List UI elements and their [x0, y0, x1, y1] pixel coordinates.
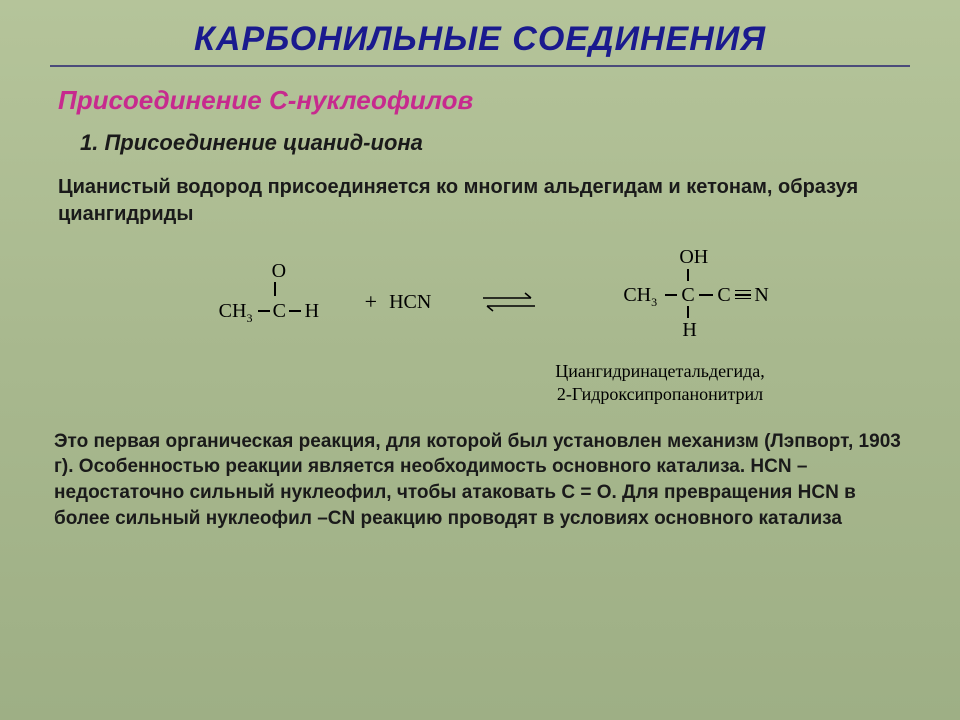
bond	[699, 294, 713, 296]
section-heading: 1. Присоединение цианид-иона	[50, 130, 910, 156]
carbon-atom: C	[681, 284, 694, 307]
double-bond	[274, 282, 276, 296]
reaction-scheme: O CH3 C H + HCN OH CH3 C	[50, 252, 910, 352]
bond	[687, 269, 689, 281]
plus-sign: +	[365, 289, 377, 315]
oxygen-atom: O	[272, 260, 286, 283]
bond	[687, 306, 689, 318]
slide-subtitle: Присоединение С-нуклеофилов	[50, 85, 910, 116]
product-name-label: Циангидринацетальдегида, 2-Гидроксипропа…	[410, 360, 910, 407]
bond	[665, 294, 677, 296]
methyl-group: CH3	[219, 300, 253, 326]
product-block: OH CH3 C C N H	[587, 252, 807, 352]
equilibrium-arrows	[479, 289, 539, 315]
nitrogen-atom: N	[754, 284, 768, 307]
hydroxyl-group: OH	[679, 246, 708, 269]
reactant-block: O CH3 C H + HCN	[193, 262, 432, 342]
triple-bond	[735, 290, 751, 299]
slide-content: КАРБОНИЛЬНЫЕ СОЕДИНЕНИЯ Присоединение С-…	[0, 0, 960, 561]
carbon-atom: C	[717, 284, 730, 307]
explanation-paragraph: Это первая органическая реакция, для кот…	[50, 429, 910, 532]
slide-title: КАРБОНИЛЬНЫЕ СОЕДИНЕНИЯ	[50, 20, 910, 59]
methyl-group: CH3	[623, 284, 657, 310]
acetaldehyde-structure: O CH3 C H	[193, 262, 353, 342]
hydrogen-atom: H	[682, 319, 696, 342]
product-name-line2: 2-Гидроксипропанонитрил	[410, 383, 910, 406]
hydrogen-atom: H	[305, 300, 319, 323]
product-name-line1: Циангидринацетальдегида,	[410, 360, 910, 383]
bond	[258, 310, 270, 312]
cyanohydrin-structure: OH CH3 C C N H	[587, 252, 807, 352]
carbon-atom: C	[273, 300, 286, 323]
hcn-formula: HCN	[389, 291, 431, 314]
title-underline	[50, 65, 910, 67]
intro-text: Цианистый водород присоединяется ко мног…	[50, 174, 910, 228]
bond	[289, 310, 301, 312]
